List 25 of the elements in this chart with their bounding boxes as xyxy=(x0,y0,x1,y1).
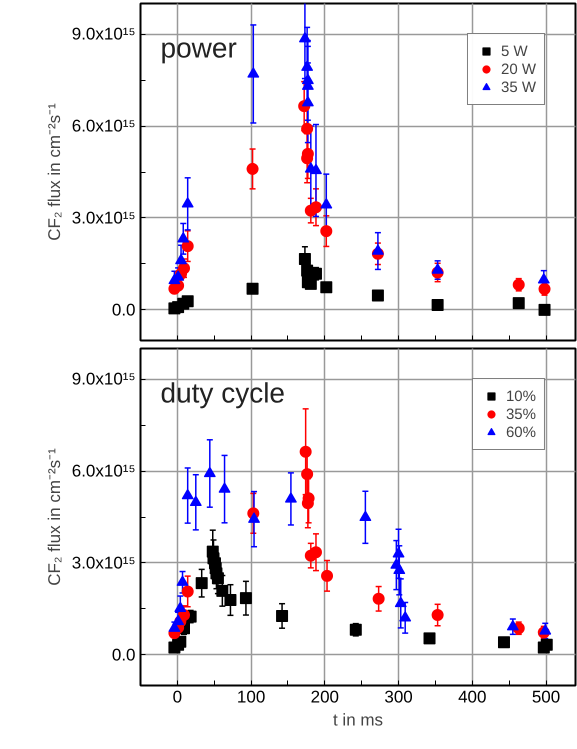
legend-label: 60% xyxy=(506,423,536,441)
annotation: power xyxy=(160,32,237,64)
x-tick-label: 200 xyxy=(310,688,340,706)
y-tick-label: 3.0x10¹⁵ xyxy=(72,553,136,572)
legend-label: 5 W xyxy=(500,42,528,60)
x-tick-label: 400 xyxy=(458,688,486,706)
y-tick-label: 6.0x10¹⁵ xyxy=(72,116,136,136)
legend-label: 35% xyxy=(506,405,536,423)
x-axis-title: t in ms xyxy=(332,710,384,730)
y-tick-label: 9.0x10¹⁵ xyxy=(72,24,136,44)
y-axis-title: CF₂ flux in cm⁻²s⁻¹ xyxy=(44,102,64,241)
y-tick-label: 6.0x10¹⁵ xyxy=(72,462,136,481)
y-tick-label: 9.0x10¹⁵ xyxy=(72,370,136,389)
legend-label: 35 W xyxy=(500,78,536,96)
y-tick-label: 0.0 xyxy=(112,645,136,664)
legend-label: 20 W xyxy=(500,60,536,78)
x-tick-label: 300 xyxy=(384,688,413,706)
y-tick-label: 3.0x10¹⁵ xyxy=(72,208,136,228)
legend-label: 10% xyxy=(506,387,536,405)
y-axis-title: CF₂ flux in cm⁻²s⁻¹ xyxy=(44,448,64,586)
x-tick-label: 100 xyxy=(236,688,266,706)
x-tick-label: 500 xyxy=(532,688,560,706)
annotation: duty cycle xyxy=(160,378,285,408)
x-tick-label: 0 xyxy=(172,688,182,706)
y-tick-label: 0.0 xyxy=(112,300,136,320)
